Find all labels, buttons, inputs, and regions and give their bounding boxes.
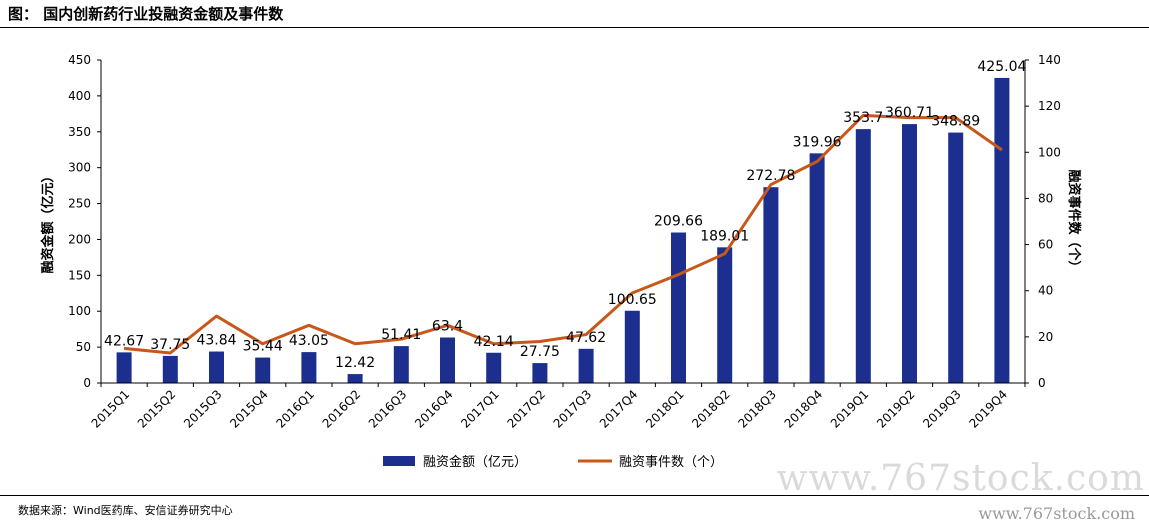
left-tick-label: 100 bbox=[68, 304, 91, 318]
source-divider bbox=[0, 495, 1149, 496]
event-count-line bbox=[123, 113, 1003, 355]
bar-value-label: 51.41 bbox=[381, 327, 421, 343]
bar-value-label: 209.66 bbox=[654, 214, 703, 230]
x-tick-label: 2019Q2 bbox=[874, 387, 918, 431]
bar-value-label: 12.42 bbox=[335, 355, 375, 371]
x-tick-label: 2018Q3 bbox=[735, 387, 779, 431]
bar-value-label: 272.78 bbox=[746, 168, 795, 184]
x-tick-label: 2017Q2 bbox=[504, 387, 548, 431]
bar-value-label: 353.7 bbox=[843, 110, 883, 126]
bar bbox=[532, 363, 548, 383]
bar bbox=[209, 351, 224, 383]
bar-value-label: 43.84 bbox=[196, 333, 236, 349]
bar-value-label: 42.67 bbox=[104, 333, 144, 349]
x-tick-label: 2015Q3 bbox=[181, 387, 225, 431]
bar bbox=[763, 187, 779, 383]
x-tick-label: 2019Q1 bbox=[828, 387, 872, 431]
bar bbox=[994, 77, 1010, 383]
bar-value-label: 42.14 bbox=[474, 334, 514, 350]
left-tick-label: 150 bbox=[68, 268, 91, 282]
x-tick-label: 2017Q4 bbox=[597, 387, 641, 431]
left-tick-label: 400 bbox=[68, 89, 91, 103]
x-tick-label: 2016Q3 bbox=[366, 387, 410, 431]
bar bbox=[855, 129, 871, 383]
bar bbox=[162, 355, 178, 383]
title-divider bbox=[0, 27, 1149, 28]
bar-value-label: 35.44 bbox=[243, 339, 283, 355]
bar bbox=[116, 352, 132, 383]
left-tick-label: 250 bbox=[68, 197, 91, 211]
left-axis-title: 融资金额（亿元） bbox=[40, 169, 56, 273]
bar-value-label: 100.65 bbox=[608, 292, 657, 308]
legend-bar-swatch bbox=[383, 456, 415, 466]
x-tick-label: 2016Q1 bbox=[273, 387, 317, 431]
right-tick-label: 120 bbox=[1038, 99, 1061, 113]
right-tick-label: 0 bbox=[1038, 376, 1046, 390]
bar-series bbox=[116, 77, 1010, 383]
bar bbox=[393, 346, 409, 383]
x-tick-label: 2015Q1 bbox=[89, 387, 133, 431]
bar bbox=[624, 310, 640, 383]
x-tick-label: 2018Q4 bbox=[782, 387, 826, 431]
left-tick-label: 200 bbox=[68, 232, 91, 246]
x-tick-label: 2015Q2 bbox=[135, 387, 179, 431]
x-tick-label: 2016Q2 bbox=[320, 387, 364, 431]
x-tick-label: 2017Q3 bbox=[551, 387, 595, 431]
right-tick-label: 100 bbox=[1038, 145, 1061, 159]
x-tick-label: 2017Q1 bbox=[458, 387, 502, 431]
bar bbox=[440, 337, 455, 383]
bar-value-label: 189.01 bbox=[700, 228, 749, 244]
bar bbox=[486, 352, 502, 383]
right-tick-label: 20 bbox=[1038, 330, 1053, 344]
x-tick-label: 2018Q2 bbox=[689, 387, 733, 431]
left-tick-label: 350 bbox=[68, 125, 91, 139]
bar bbox=[301, 352, 317, 383]
bar bbox=[671, 232, 686, 383]
bar bbox=[902, 124, 917, 383]
bar-value-label: 43.05 bbox=[289, 333, 329, 349]
bar bbox=[717, 247, 733, 383]
data-labels: 42.67 37.75 43.84 35.44 43.05 12.42 51.41 63.4 4… bbox=[104, 59, 1026, 371]
bar-value-label: 47.62 bbox=[566, 330, 606, 346]
legend-bar-label: 融资金额（亿元） bbox=[423, 454, 527, 470]
x-tick-label: 2015Q4 bbox=[227, 387, 271, 431]
bar-value-label: 319.96 bbox=[793, 134, 842, 150]
right-tick-label: 80 bbox=[1038, 191, 1053, 205]
x-tick-label: 2019Q4 bbox=[966, 387, 1010, 431]
watermark: www.767stock.com bbox=[776, 458, 1145, 499]
bar-value-label: 348.89 bbox=[931, 114, 980, 130]
line-series bbox=[123, 113, 1003, 355]
right-tick-label: 140 bbox=[1038, 53, 1061, 67]
bar bbox=[578, 348, 594, 383]
bar-value-label: 425.04 bbox=[977, 59, 1026, 75]
legend: 融资金额（亿元） 融资事件数（个） bbox=[383, 454, 723, 470]
left-tick-label: 300 bbox=[68, 161, 91, 175]
legend-line-label: 融资事件数（个） bbox=[619, 455, 723, 470]
bar bbox=[255, 357, 271, 383]
left-tick-label: 50 bbox=[76, 340, 91, 354]
bar bbox=[809, 153, 825, 383]
figure-title: 图： 国内创新药行业投融资金额及事件数 bbox=[8, 5, 284, 23]
x-tick-label: 2016Q4 bbox=[412, 387, 456, 431]
bar-value-label: 63.4 bbox=[432, 318, 463, 334]
left-tick-label: 450 bbox=[68, 53, 91, 67]
x-tick-label: 2019Q3 bbox=[920, 387, 964, 431]
bar-value-label: 27.75 bbox=[520, 344, 560, 360]
bar-value-label: 360.71 bbox=[885, 105, 934, 121]
right-axis-title: 融资事件数（个） bbox=[1066, 169, 1082, 273]
bar bbox=[948, 132, 964, 383]
watermark-small: www.767stock.com bbox=[978, 504, 1135, 523]
source-note: 数据来源：Wind医药库、安信证券研究中心 bbox=[18, 504, 233, 517]
chart-canvas: 0 50 100 150 200 250 300 350 400 450 0 20 40 60 80 100 1… bbox=[40, 53, 1082, 470]
right-tick-label: 40 bbox=[1038, 284, 1053, 298]
right-tick-label: 60 bbox=[1038, 238, 1053, 252]
left-tick-label: 0 bbox=[83, 376, 91, 390]
x-tick-label: 2018Q1 bbox=[643, 387, 687, 431]
bar bbox=[347, 374, 363, 383]
bar-value-label: 37.75 bbox=[150, 337, 190, 353]
